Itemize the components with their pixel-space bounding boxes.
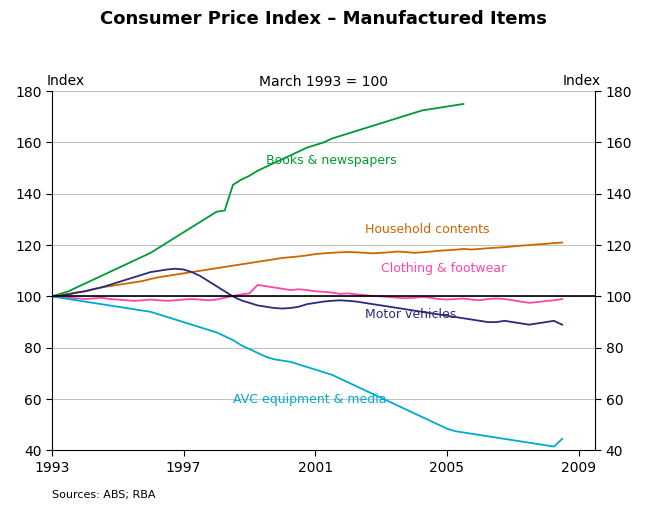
Text: Index: Index	[47, 74, 85, 87]
Title: March 1993 = 100: March 1993 = 100	[259, 75, 388, 88]
Text: Books & newspapers: Books & newspapers	[266, 154, 397, 167]
Text: Sources: ABS; RBA: Sources: ABS; RBA	[52, 490, 155, 500]
Text: Household contents: Household contents	[365, 223, 489, 236]
Text: AVC equipment & media: AVC equipment & media	[233, 392, 386, 406]
Text: Consumer Price Index – Manufactured Items: Consumer Price Index – Manufactured Item…	[100, 10, 547, 28]
Text: Index: Index	[562, 74, 600, 87]
Text: Clothing & footwear: Clothing & footwear	[381, 262, 507, 275]
Text: Motor vehicles: Motor vehicles	[365, 308, 456, 321]
